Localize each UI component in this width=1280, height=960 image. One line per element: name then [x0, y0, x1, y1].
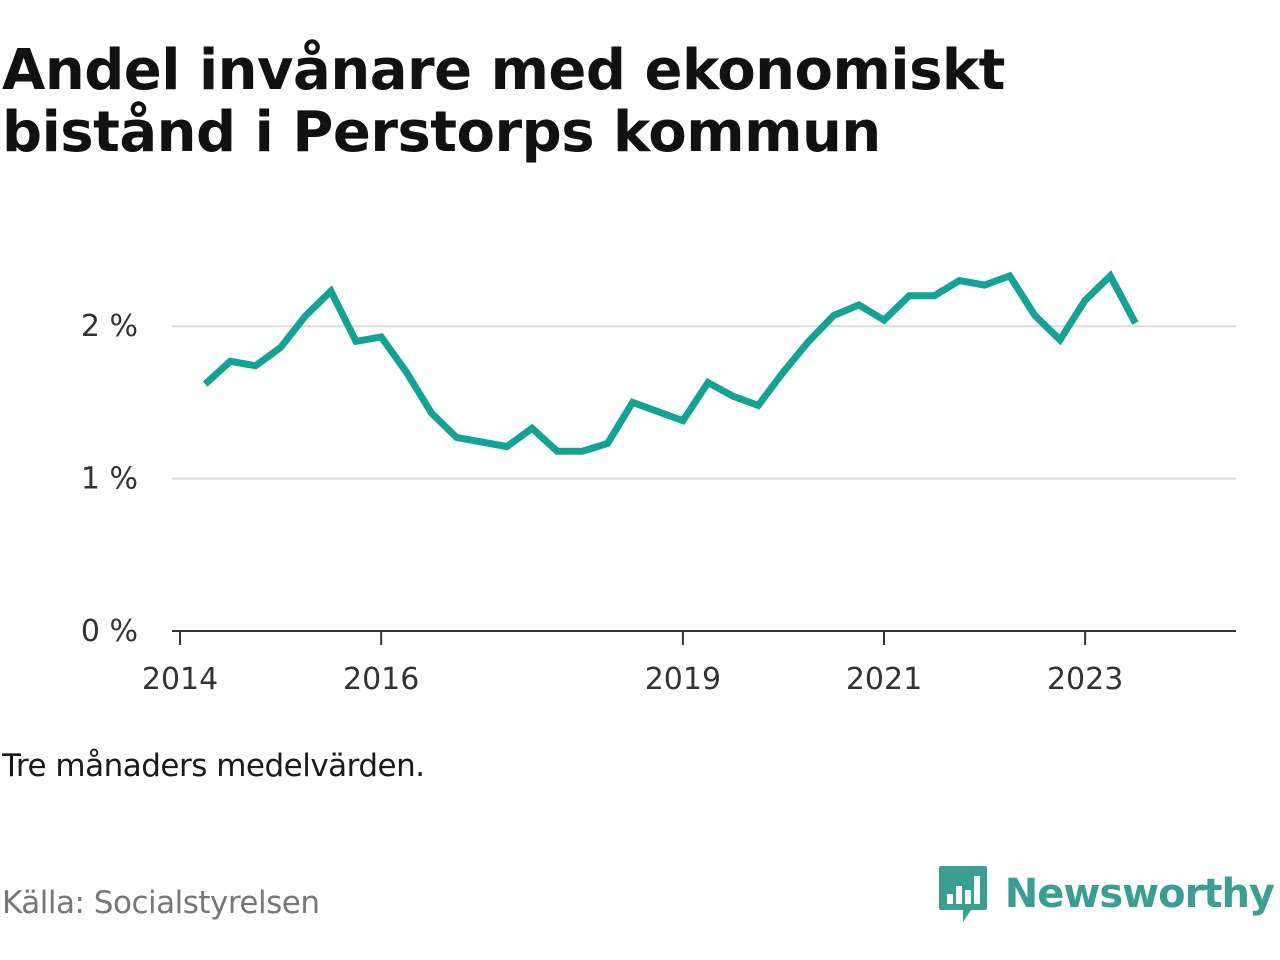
chart-title: Andel invånare med ekonomiskt bistånd i …: [2, 38, 1005, 165]
gridlines: [172, 325, 1236, 480]
y-tick-label: 0 %: [81, 614, 138, 649]
source-label: Källa: Socialstyrelsen: [2, 885, 320, 921]
brand-logo: Newsworthy: [937, 864, 1275, 924]
y-tick-label: 2 %: [81, 309, 138, 344]
line-chart: 0 % 1 % 2 % 2014 2016 2019 2021 2023: [81, 270, 1236, 697]
x-tick-label: 2016: [343, 662, 419, 697]
x-tick-label: 2023: [1047, 662, 1123, 697]
brand-name: Newsworthy: [1004, 871, 1275, 917]
y-tick-label: 1 %: [81, 462, 138, 497]
newsworthy-logo-icon: [938, 866, 987, 922]
x-tick-label: 2014: [142, 662, 218, 697]
y-axis-tick-labels: 0 % 1 % 2 %: [81, 309, 138, 649]
x-axis: 2014 2016 2019 2021 2023: [142, 630, 1236, 697]
series-line-0: [202, 270, 1139, 455]
chart-note: Tre månaders medelvärden.: [2, 748, 425, 784]
x-tick-label: 2019: [645, 662, 721, 697]
x-tick-label: 2021: [846, 662, 922, 697]
series-group: [202, 270, 1139, 455]
